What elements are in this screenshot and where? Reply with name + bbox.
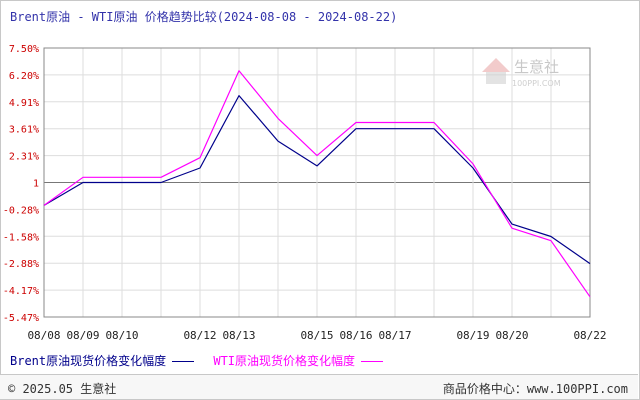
- x-tick-label: 08/22: [573, 329, 606, 340]
- y-tick-label: 7.50%: [9, 44, 39, 55]
- y-tick-label: -4.17%: [3, 286, 39, 297]
- y-tick-label: -5.47%: [3, 313, 39, 324]
- y-tick-label: -2.88%: [3, 259, 39, 270]
- legend-label-brent: Brent原油现货价格变化幅度: [10, 354, 167, 368]
- footer: © 2025.05 生意社 商品价格中心：www.100PPI.com: [0, 374, 638, 399]
- x-tick-label: 08/13: [222, 329, 255, 340]
- x-tick-label: 08/15: [300, 329, 333, 340]
- plot-border: [43, 47, 591, 318]
- x-tick-label: 08/12: [183, 329, 216, 340]
- axes: 7.50% 6.20% 4.91% 3.61% 2.31% 1 -0.28% -1.58% -2…: [3, 44, 607, 340]
- logo-house-icon: [482, 58, 510, 72]
- x-tick-label: 08/10: [105, 329, 138, 340]
- x-tick-label: 08/19: [456, 329, 489, 340]
- y-tick-label: -0.28%: [3, 205, 39, 216]
- legend-entry-brent: Brent原油现货价格变化幅度: [10, 352, 195, 369]
- legend-swatch-brent: [172, 361, 195, 362]
- watermark-text: 生意社: [514, 58, 559, 76]
- x-tick-label: 08/17: [378, 329, 411, 340]
- legend-swatch-wti: [361, 361, 384, 362]
- series: [43, 70, 591, 298]
- series-line-wti: [43, 70, 591, 298]
- legend: Brent原油现货价格变化幅度 WTI原油现货价格变化幅度: [10, 352, 395, 369]
- y-tick-label: 1: [33, 179, 39, 190]
- watermark-subtext: 100PPI.COM: [512, 79, 561, 88]
- legend-entry-wti: WTI原油现货价格变化幅度: [213, 352, 384, 369]
- chart-svg: 生意社 100PPI.COM 7.50% 6.20% 4.91% 3.61% 2.31%…: [3, 44, 607, 340]
- y-tick-label: 4.91%: [9, 98, 39, 109]
- series-line-brent: [43, 94, 591, 265]
- y-tick-label: -1.58%: [3, 232, 39, 243]
- y-tick-label: 6.20%: [9, 71, 39, 82]
- y-tick-label: 2.31%: [9, 152, 39, 163]
- x-tick-label: 08/16: [339, 329, 372, 340]
- footer-site-link[interactable]: 商品价格中心：www.100PPI.com: [442, 382, 628, 396]
- watermark: 生意社 100PPI.COM: [482, 58, 561, 88]
- y-tick-label: 3.61%: [9, 125, 39, 136]
- logo-house-body: [486, 72, 506, 84]
- legend-label-wti: WTI原油现货价格变化幅度: [213, 354, 356, 368]
- x-tick-label: 08/20: [495, 329, 528, 340]
- footer-copyright: © 2025.05 生意社: [8, 382, 117, 396]
- x-tick-label: 08/08: [27, 329, 60, 340]
- chart-title: Brent原油 - WTI原油 价格趋势比较(2024-08-08 - 2024…: [10, 10, 398, 24]
- x-tick-label: 08/09: [66, 329, 99, 340]
